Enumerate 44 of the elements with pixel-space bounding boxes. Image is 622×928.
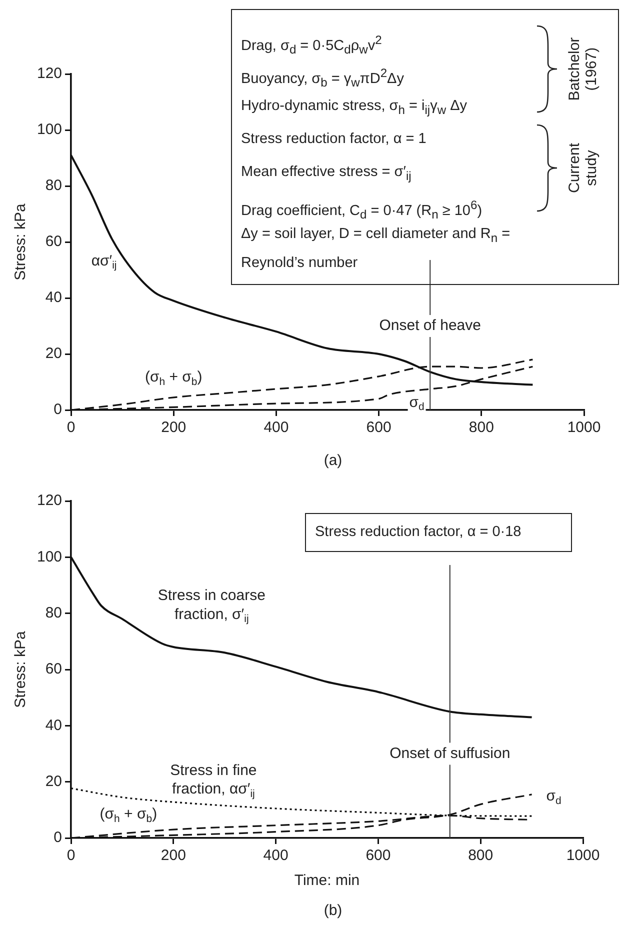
text: (a)	[322, 452, 344, 469]
x-tick-label: 1000	[566, 847, 600, 864]
y-tick-label: 100	[36, 548, 62, 566]
annotation: Current study	[566, 142, 600, 196]
y-tick-label: 20	[45, 772, 62, 790]
y-tick-label: 120	[36, 492, 62, 510]
annotation: Hydro-dynamic stress, σ$_{h}$ = i$_{ij}$γ$_{w}$ Δy	[241, 98, 468, 117]
y-tick-label: 60	[45, 660, 62, 678]
y-tick-label: 120	[36, 65, 62, 82]
x-tick-label: 600	[366, 847, 391, 864]
y-tick-label: 20	[45, 345, 62, 362]
x-tick-label: 200	[160, 847, 186, 864]
annotation: Buoyancy, σ$_{b}$ = γ$_{w}$πD$^{2}$Δy	[241, 66, 404, 90]
annotation: Stress reduction factor, α = 1	[241, 131, 426, 147]
x-tick-label: 200	[161, 419, 186, 436]
y-tick-label: 100	[36, 121, 62, 138]
note-box: Stress reduction factor, α = 0·18	[305, 513, 572, 552]
annotation: Batchelor (1967)	[566, 36, 600, 103]
x-tick-label: 800	[468, 847, 494, 864]
text: (b)	[322, 902, 344, 919]
y-tick-label: 80	[45, 604, 62, 622]
x-tick-label: 0	[66, 847, 76, 864]
annotation: Stress reduction factor, α = 0·18	[315, 523, 522, 542]
ref-line-label: Onset of heave	[379, 317, 481, 334]
y-tick-label: 80	[45, 177, 62, 194]
x-tick-label: 0	[66, 419, 76, 436]
text: Drag, σ$_{d}$ = 0·5C$_{d}$ρ$_{w}$v$^{2}$	[241, 33, 382, 57]
y-tick-label: 0	[54, 401, 62, 418]
ref-line-label: Onset of suffusion	[390, 744, 510, 762]
x-axis-title: Time: min	[294, 872, 360, 890]
x-tick-label: 600	[366, 419, 392, 436]
annotation: Mean effective stress = σ′$_{ij}$	[241, 164, 412, 183]
x-tick-label: 800	[468, 419, 494, 436]
y-tick-label: 60	[45, 233, 62, 250]
y-axis-title: Stress: kPa	[12, 203, 30, 280]
y-tick-label: 0	[54, 829, 62, 846]
x-tick-label: 400	[264, 419, 289, 436]
y-tick-label: 40	[45, 289, 62, 306]
x-tick-label: 1000	[567, 419, 601, 436]
annotation: Drag coefficient, C$_{d}$ = 0·47 (R$_{n}$ ≥ 10$^{6}$)	[241, 198, 482, 222]
x-tick-label: 400	[263, 847, 288, 864]
y-axis-title: Stress: kPa	[12, 630, 30, 708]
text: Δy = soil layer, D = cell diameter and R$_{n}$ = Reynold’s number	[241, 226, 510, 271]
y-tick-label: 40	[45, 716, 62, 734]
